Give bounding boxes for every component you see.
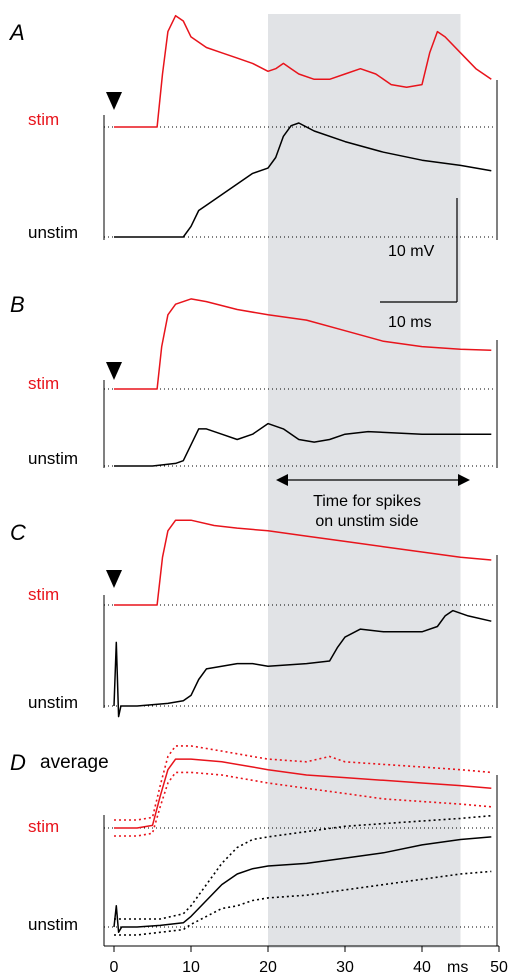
unstim-trace-c xyxy=(113,609,492,718)
stim-label-b: stim xyxy=(28,374,59,393)
panel-d-title: average xyxy=(40,752,109,773)
unstim-lower-d xyxy=(114,870,492,936)
unstim-trace-d xyxy=(113,836,492,934)
traces xyxy=(103,14,498,946)
x-tick-label-0: 0 xyxy=(110,959,119,976)
stim-trace-d xyxy=(114,758,492,829)
scale-bar-time-label: 10 ms xyxy=(388,314,432,331)
stim-marker-c xyxy=(106,570,122,588)
spike-window-arrowhead-left xyxy=(276,474,288,486)
unstim-label-b: unstim xyxy=(28,449,78,468)
x-tick-label-40: 40 xyxy=(413,959,431,976)
stim-trace-a xyxy=(114,14,492,128)
unstim-trace-b xyxy=(114,422,492,467)
annotation-line-2: on unstim side xyxy=(315,513,418,530)
panel-label-c: C xyxy=(10,520,26,545)
x-tick-label-10: 10 xyxy=(182,959,200,976)
panel-label-d: D xyxy=(10,750,26,775)
stim-label-d: stim xyxy=(28,817,59,836)
panel-label-b: B xyxy=(10,292,25,317)
stim-label-c: stim xyxy=(28,585,59,604)
scale-bar-voltage-label: 10 mV xyxy=(388,243,435,260)
unstim-label-c: unstim xyxy=(28,693,78,712)
x-tick-label-30: 30 xyxy=(336,959,354,976)
stim-trace-c xyxy=(114,519,492,606)
x-tick-label-20: 20 xyxy=(259,959,277,976)
x-axis-unit: ms xyxy=(447,959,468,976)
unstim-label-d: unstim xyxy=(28,915,78,934)
x-tick-label-50: 50 xyxy=(490,959,508,976)
shaded-window xyxy=(268,14,461,948)
panel-label-a: A xyxy=(8,20,25,45)
stim-trace-b xyxy=(114,298,492,390)
x-axis-ticks: 0 10 20 30 40 50 xyxy=(110,946,508,976)
unstim-trace-a xyxy=(114,122,492,238)
unstim-label-a: unstim xyxy=(28,223,78,242)
stim-lower-d xyxy=(114,771,492,837)
annotation-line-1: Time for spikes xyxy=(313,493,421,510)
stim-marker-b xyxy=(106,362,122,380)
spike-window-arrowhead-right xyxy=(458,474,470,486)
stim-marker-a xyxy=(106,92,122,110)
stim-upper-d xyxy=(114,745,492,821)
stim-label-a: stim xyxy=(28,110,59,129)
